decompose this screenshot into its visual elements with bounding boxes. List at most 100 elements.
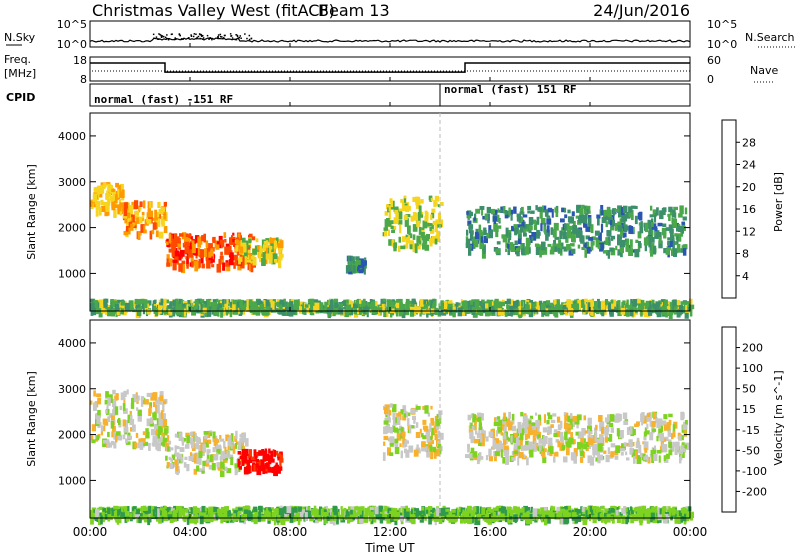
echo-cell [256,303,260,308]
echo-cell [535,205,538,211]
echo-cell [590,244,594,251]
echo-cell [668,441,672,449]
echo-cell [273,450,276,457]
echo-cell [610,235,616,240]
echo-cell [270,507,274,511]
echo-cell [568,225,573,231]
echo-cell [519,511,523,518]
echo-cell [621,443,626,451]
echo-cell [423,510,427,518]
echo-cell [107,193,111,197]
cpid-label: CPID [6,91,35,104]
echo-cell [581,434,584,440]
echo-cell [572,231,578,235]
echo-cell [389,430,394,434]
echo-cell [401,202,406,212]
echo-cell [107,397,111,406]
echo-cell [149,402,152,408]
echo-cell [329,299,334,309]
echo-cell [396,413,400,418]
echo-cell [129,415,133,419]
echo-cell [547,426,552,435]
echo-cell [127,435,132,440]
echo-cell [583,242,587,249]
echo-cell [508,207,511,216]
echo-cell [569,243,575,247]
echo-cell [255,451,259,458]
echo-cell [581,428,586,436]
echo-cell [158,412,162,419]
echo-cell [426,448,431,458]
nsky-dot [238,36,241,39]
echo-cell [433,300,436,307]
echo-cell [431,236,437,244]
echo-cell [137,413,142,422]
echo-cell [140,224,145,233]
echo-cell [590,240,595,246]
echo-cell [397,298,403,308]
echo-cell [116,196,121,200]
echo-cell [519,226,524,233]
echo-cell [508,411,511,419]
echo-cell [142,397,146,405]
echo-cell [396,416,401,425]
cpid-segment-1: normal (fast) -151 RF [94,93,233,106]
echo-cell [190,441,195,449]
echo-cell [122,215,128,219]
echo-cell [105,203,110,212]
echo-cell [364,260,367,265]
echo-cell [629,308,634,317]
echo-cell [467,443,470,448]
echo-cell [90,516,94,525]
echo-cell [169,463,174,470]
echo-cell [200,302,203,311]
echo-cell [243,244,247,253]
beam-label: Beam 13 [318,1,390,20]
echo-cell [146,309,151,315]
echo-cell [529,428,534,436]
echo-cell [377,310,381,316]
echo-cell [547,243,552,247]
echo-cell [587,302,591,312]
echo-cell [591,435,597,443]
echo-cell [666,246,671,251]
echo-cell [385,423,391,432]
echo-cell [339,303,343,307]
echo-cell [113,189,116,197]
echo-cell [174,445,177,454]
nsky-dot [240,37,242,39]
echo-cell [163,298,167,308]
echo-cell [202,307,207,313]
echo-cell [651,223,657,230]
echo-cell [528,225,533,231]
echo-cell [392,404,397,413]
echo-cell [176,468,179,476]
echo-cell [544,448,547,453]
echo-cell [675,300,681,304]
echo-cell [503,450,507,457]
echo-cell [411,515,416,525]
echo-cell [211,463,216,471]
echo-cell [266,306,270,311]
echo-cell [118,304,123,312]
echo-cell [543,507,548,516]
echo-cell [527,210,530,214]
echo-cell [497,419,503,427]
echo-cell [496,444,501,452]
echo-cell [502,418,506,424]
echo-cell [201,263,205,269]
echo-cell [92,201,96,208]
echo-cell [215,452,219,461]
echo-cell [206,449,210,455]
echo-cell [104,399,109,405]
nsky-dot [211,38,213,41]
echo-cell [132,394,137,402]
echo-cell [203,233,206,243]
echo-cell [659,446,663,453]
echo-cell [226,468,232,474]
echo-cell [424,212,429,219]
echo-cell [487,218,490,224]
echo-cell [411,298,416,304]
echo-cell [597,456,601,464]
echo-cell [215,304,220,312]
